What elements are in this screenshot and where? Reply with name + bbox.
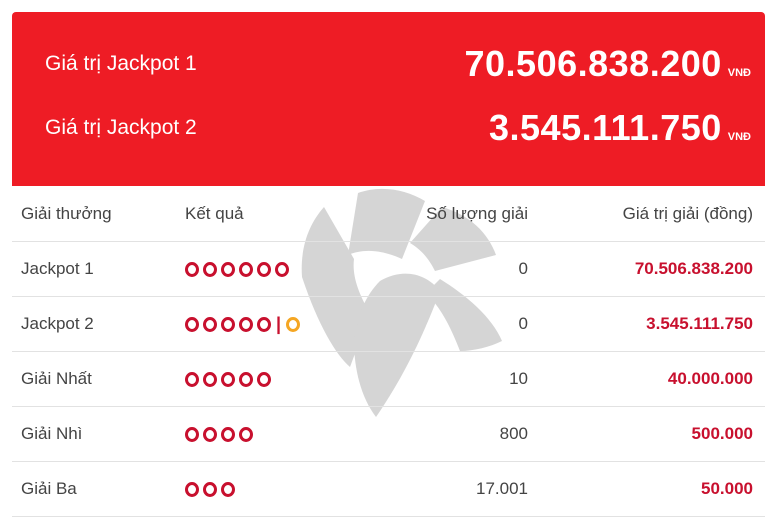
ball-icon — [221, 371, 235, 387]
jackpot-2-value: 3.545.111.750 VNĐ — [489, 107, 751, 149]
jackpot-2-amount: 3.545.111.750 — [489, 107, 722, 148]
ball-icon — [203, 316, 217, 332]
jackpot-2-label: Giá trị Jackpot 2 — [45, 116, 197, 139]
jackpot-1-row: Giá trị Jackpot 1 70.506.838.200 VNĐ — [12, 36, 765, 92]
jackpot-1-value: 70.506.838.200 VNĐ — [465, 43, 751, 85]
ball-icon — [203, 261, 217, 277]
prize-value: 50.000 — [701, 479, 753, 498]
jackpot-1-label: Giá trị Jackpot 1 — [45, 52, 197, 75]
ball-icon — [203, 371, 217, 387]
jackpot-1-unit: VNĐ — [727, 67, 751, 79]
ball-icon — [275, 261, 289, 277]
prize-count: 10 — [509, 369, 528, 388]
prize-value: 3.545.111.750 — [646, 314, 753, 333]
ball-icon — [221, 481, 235, 497]
ball-icon — [203, 481, 217, 497]
ball-icon — [221, 316, 235, 332]
table-row: Giải Nhất 10 40.000.000 — [12, 352, 765, 407]
ball-icon — [185, 481, 199, 497]
result-balls — [185, 242, 289, 296]
prize-value: 40.000.000 — [667, 369, 753, 388]
result-balls — [185, 462, 235, 516]
ball-icon — [239, 261, 253, 277]
jackpot-2-row: Giá trị Jackpot 2 3.545.111.750 VNĐ — [12, 100, 765, 156]
ball-icon — [221, 261, 235, 277]
header-value: Giá trị giải (đồng) — [622, 203, 753, 223]
prize-name: Giải Nhất — [21, 369, 92, 388]
ball-icon — [239, 426, 253, 442]
ball-icon — [185, 371, 199, 387]
prize-value: 500.000 — [691, 424, 753, 443]
ball-icon — [185, 316, 199, 332]
ball-icon — [257, 371, 271, 387]
prize-name: Giải Nhì — [21, 424, 83, 443]
ball-icon — [257, 261, 271, 277]
ball-icon — [185, 261, 199, 277]
prize-name: Jackpot 2 — [21, 314, 94, 333]
header-count: Số lượng giải — [426, 203, 528, 223]
prize-count: 0 — [518, 259, 528, 278]
ball-icon — [239, 371, 253, 387]
table-row: Jackpot 1 0 70.506.838.200 — [12, 242, 765, 297]
ball-icon — [185, 426, 199, 442]
prize-count: 17.001 — [476, 479, 528, 498]
header-prize: Giải thưởng — [21, 203, 112, 223]
prize-count: 800 — [499, 424, 528, 443]
ball-separator: | — [276, 313, 282, 334]
jackpot-1-amount: 70.506.838.200 — [464, 43, 722, 84]
result-balls: | — [185, 297, 301, 351]
result-balls — [185, 407, 253, 461]
table-row: Giải Ba 17.001 50.000 — [12, 462, 765, 517]
prize-name: Giải Ba — [21, 479, 77, 498]
prize-count: 0 — [518, 314, 528, 333]
jackpot-banner: Giá trị Jackpot 1 70.506.838.200 VNĐ Giá… — [12, 12, 765, 186]
table-row: Giải Nhì 800 500.000 — [12, 407, 765, 462]
jackpot-2-unit: VNĐ — [727, 131, 751, 143]
extra-ball-icon — [286, 316, 301, 332]
result-table: Giải thưởng Kết quả Số lượng giải Giá tr… — [12, 186, 765, 517]
ball-icon — [221, 426, 235, 442]
table-row: Jackpot 2 | 0 3.545.111.750 — [12, 297, 765, 352]
prize-value: 70.506.838.200 — [634, 259, 753, 278]
ball-icon — [239, 316, 253, 332]
table-header: Giải thưởng Kết quả Số lượng giải Giá tr… — [12, 186, 765, 242]
prize-name: Jackpot 1 — [21, 259, 94, 278]
ball-icon — [257, 316, 271, 332]
ball-icon — [203, 426, 217, 442]
header-result: Kết quả — [185, 203, 244, 223]
result-balls — [185, 352, 271, 406]
